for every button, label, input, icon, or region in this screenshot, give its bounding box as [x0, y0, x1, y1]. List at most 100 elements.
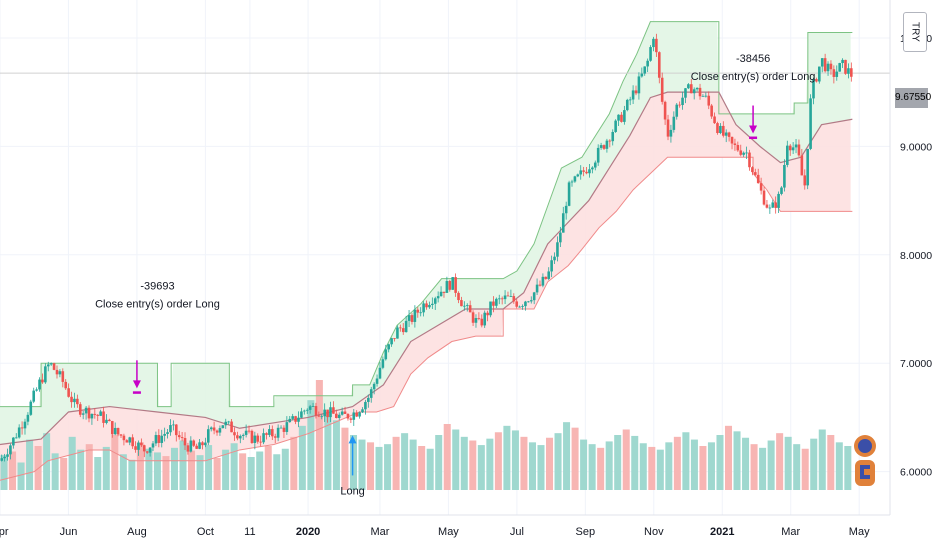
candle-body: [204, 442, 207, 446]
volume-bar: [358, 439, 366, 490]
candle-body: [794, 144, 798, 148]
candle-body: [282, 427, 286, 432]
candle-body: [500, 298, 504, 300]
x-tick-label: Jun: [60, 526, 78, 538]
candle-body: [439, 291, 443, 297]
candle-body: [727, 132, 731, 137]
candle-body: [564, 205, 568, 214]
candle-body: [311, 406, 315, 407]
candle-body: [337, 414, 341, 418]
volume-bar: [443, 424, 451, 490]
volume-bar: [818, 429, 826, 490]
volume-bar: [384, 444, 392, 490]
x-tick-label: Apr: [0, 526, 9, 538]
candle-body: [477, 318, 481, 319]
candle-body: [576, 174, 580, 177]
volume-bar: [60, 457, 68, 490]
candle-body: [78, 404, 82, 415]
candle-body: [634, 90, 638, 94]
volume-bar: [170, 447, 178, 490]
candle-body: [468, 305, 472, 313]
candle-body: [206, 429, 210, 443]
volume-bar: [656, 449, 664, 490]
candle-body: [428, 304, 431, 308]
x-axis[interactable]: Apr Jun Aug Oct 11 2020 Mar May Jul Sep Nov 2021 Mar…: [0, 514, 890, 538]
volume-bar: [767, 440, 775, 490]
candle-body: [96, 414, 100, 416]
candle-body: [177, 435, 181, 438]
candle-body: [684, 88, 687, 98]
volume-bar: [239, 453, 247, 490]
candle-body: [157, 435, 161, 443]
candle-body: [244, 430, 248, 435]
candle-body: [221, 425, 225, 429]
volume-bar: [298, 425, 306, 490]
candle-body: [521, 306, 524, 307]
candle-body: [26, 414, 30, 422]
candle-body: [585, 171, 588, 174]
candle-body: [122, 435, 126, 441]
annotation-value: -38456: [736, 53, 770, 65]
candle-body: [320, 416, 324, 418]
volume-bar: [145, 448, 153, 490]
candle-body: [227, 421, 230, 423]
volume-bar: [435, 435, 443, 490]
candle-body: [631, 90, 635, 100]
candle-body: [675, 104, 679, 117]
candle-body: [399, 327, 402, 329]
volume-bar: [401, 433, 409, 490]
exit-signal-mark: [749, 136, 758, 140]
candle-body: [724, 132, 728, 136]
candle-body: [820, 58, 824, 67]
candle-body: [364, 401, 367, 410]
candle-body: [829, 63, 833, 70]
candle-body: [489, 301, 492, 316]
candle-body: [233, 432, 236, 436]
candle-body: [736, 144, 740, 151]
candle-body: [850, 68, 853, 77]
candle-body: [279, 427, 283, 429]
volume-bar: [426, 448, 434, 490]
volume-bar: [418, 446, 426, 490]
currency-button[interactable]: TRY: [903, 12, 927, 52]
candle-body: [17, 427, 21, 438]
candle-body: [422, 303, 425, 313]
candle-body: [110, 421, 114, 435]
candle-body: [754, 172, 757, 175]
candle-body: [771, 202, 775, 208]
candle-body: [116, 427, 120, 435]
candle-body: [463, 305, 466, 307]
candle-body: [721, 125, 725, 136]
candle-body: [259, 441, 262, 443]
lower-channel-fill: [0, 92, 851, 481]
volume-bar: [349, 435, 357, 490]
candle-body: [529, 300, 533, 302]
candle-body: [524, 301, 527, 307]
candle-body: [410, 315, 414, 322]
candle-body: [620, 114, 623, 122]
candle-body: [835, 71, 839, 77]
candle-body: [759, 183, 763, 191]
candle-body: [215, 430, 219, 433]
candle-body: [433, 298, 437, 304]
y-tick-label: 8.00000: [900, 250, 932, 262]
candle-body: [436, 296, 440, 299]
volume-bar: [631, 435, 639, 490]
candle-body: [340, 411, 344, 415]
candle-body: [838, 63, 841, 72]
candle-body: [195, 445, 198, 449]
x-tick-label: May: [438, 526, 459, 538]
candle-body: [102, 411, 105, 423]
candle-body: [134, 446, 137, 450]
candle-body: [268, 429, 271, 435]
candle-body: [486, 312, 489, 316]
candle-body: [44, 366, 47, 383]
volume-bar: [750, 444, 758, 490]
volume-bar: [128, 459, 136, 490]
candle-body: [76, 398, 79, 405]
y-axis[interactable]: 6.000007.000008.000009.0000010.00000: [889, 0, 932, 515]
candle-body: [550, 260, 553, 272]
candle-body: [483, 312, 487, 326]
